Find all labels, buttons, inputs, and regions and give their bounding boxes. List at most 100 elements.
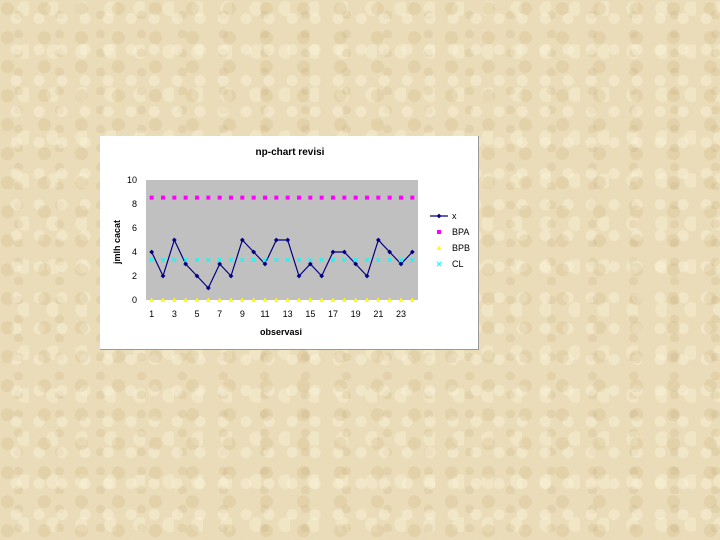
series-cl-point-stroke [239, 257, 245, 263]
series-cl-point-stroke [319, 257, 325, 263]
series-cl-point-stroke [353, 257, 359, 263]
series-cl-point [307, 257, 313, 263]
series-bpb-point [251, 297, 257, 302]
series-bpa-point [274, 195, 279, 200]
series-bpa-point [387, 195, 392, 200]
chart-panel: np-chart revisi 0 2 4 6 8 10 1 3 5 7 9 11 13 15 17 19 2… [100, 136, 479, 350]
x-tick-label: 7 [217, 309, 222, 319]
series-bpb-point [217, 297, 223, 302]
series-bpa-point [285, 195, 290, 200]
series-bpb-point [409, 297, 415, 302]
series-cl-point [217, 257, 223, 263]
series-bpb-point [364, 297, 370, 302]
series-cl-point [285, 257, 291, 263]
series-bpa-point [319, 195, 324, 200]
series-bpa-point [308, 195, 313, 200]
x-tick-label: 17 [328, 309, 338, 319]
series-cl-point [330, 257, 336, 263]
series-cl-point-stroke [307, 257, 313, 263]
series-cl-point-stroke [205, 257, 211, 263]
series-bpa-point [376, 195, 381, 200]
x-tick-label: 13 [283, 309, 293, 319]
series-bpb-point [149, 297, 155, 302]
series-bpa [149, 195, 415, 200]
series-x-point [341, 249, 347, 255]
series-bpa-point [206, 195, 211, 200]
series-x-point [251, 249, 257, 255]
series-cl-point-stroke [285, 257, 291, 263]
y-tick-label: 10 [127, 175, 137, 185]
legend-cl-marker [436, 261, 442, 267]
series-bpb-point [319, 297, 325, 302]
series-cl-point [398, 257, 404, 263]
series-cl-point-stroke [296, 257, 302, 263]
series-bpa-point [331, 195, 335, 200]
series-bpa-point [251, 195, 256, 200]
x-axis: 1 3 5 7 9 11 13 15 17 19 21 23 [149, 309, 406, 319]
x-tick-label: 1 [149, 309, 154, 319]
series-cl-point-stroke [364, 257, 370, 263]
series-bpb-point [160, 297, 166, 302]
series-x-point [409, 249, 415, 255]
legend: x BPA BPB CL [430, 211, 470, 269]
series-cl-point-stroke [183, 257, 189, 263]
series-cl-point-stroke [341, 257, 347, 263]
x-tick-label: 23 [396, 309, 406, 319]
x-tick-label: 19 [351, 309, 361, 319]
series-bpb-point [296, 297, 302, 302]
legend-cl-label: CL [452, 259, 464, 269]
series-cl-point [239, 257, 245, 263]
series-cl-point-stroke [149, 257, 155, 263]
series-cl-point-stroke [387, 257, 393, 263]
series-cl-point [353, 257, 359, 263]
series-cl-point-stroke [273, 257, 279, 263]
series-cl-point [149, 257, 155, 263]
series-bpb-point [353, 297, 359, 302]
series-cl-point-stroke [375, 257, 381, 263]
series-bpa-point [172, 195, 177, 200]
series-bpb-point [330, 297, 336, 302]
series-bpb-point [228, 297, 234, 302]
y-tick-label: 2 [132, 271, 137, 281]
series-cl [149, 257, 415, 263]
series-bpb [149, 297, 415, 302]
series-bpb-point [387, 297, 393, 302]
series-cl-point [319, 257, 325, 263]
series-bpa-point [229, 195, 233, 200]
series-cl-point [341, 257, 347, 263]
series-cl-point-stroke [228, 257, 234, 263]
series-bpb-point [239, 297, 245, 302]
x-tick-label: 5 [194, 309, 199, 319]
series-cl-point [251, 257, 257, 263]
series-cl-point-stroke [409, 257, 415, 263]
series-cl-point [375, 257, 381, 263]
series-cl-point [228, 257, 234, 263]
series-bpa-point [399, 195, 403, 200]
series-x-point [364, 273, 370, 279]
series-cl-point-stroke [251, 257, 257, 263]
series-bpb-point [171, 297, 177, 302]
legend-cl: CL [436, 259, 464, 269]
series-bpa-point [410, 195, 415, 200]
series-bpa-point [297, 195, 301, 200]
series-bpa-point [217, 195, 222, 200]
series-cl-point [194, 257, 200, 263]
series-x-point [273, 237, 279, 243]
x-tick-label: 21 [373, 309, 383, 319]
y-axis-label: jmlh cacat [112, 220, 122, 265]
series-bpa-point [149, 195, 154, 200]
series-x-point [239, 237, 245, 243]
x-tick-label: 9 [240, 309, 245, 319]
series-bpa-point [183, 195, 188, 200]
series-cl-point [205, 257, 211, 263]
series-bpa-point [342, 195, 347, 200]
series-bpb-point [375, 297, 381, 302]
legend-bpa-marker [437, 230, 441, 234]
series-cl-point-stroke [262, 257, 268, 263]
series-x-point [387, 249, 393, 255]
series-cl-point [387, 257, 393, 263]
chart-title: np-chart revisi [256, 147, 325, 158]
series-bpa-point [263, 195, 267, 200]
series-bpb-point [194, 297, 200, 302]
